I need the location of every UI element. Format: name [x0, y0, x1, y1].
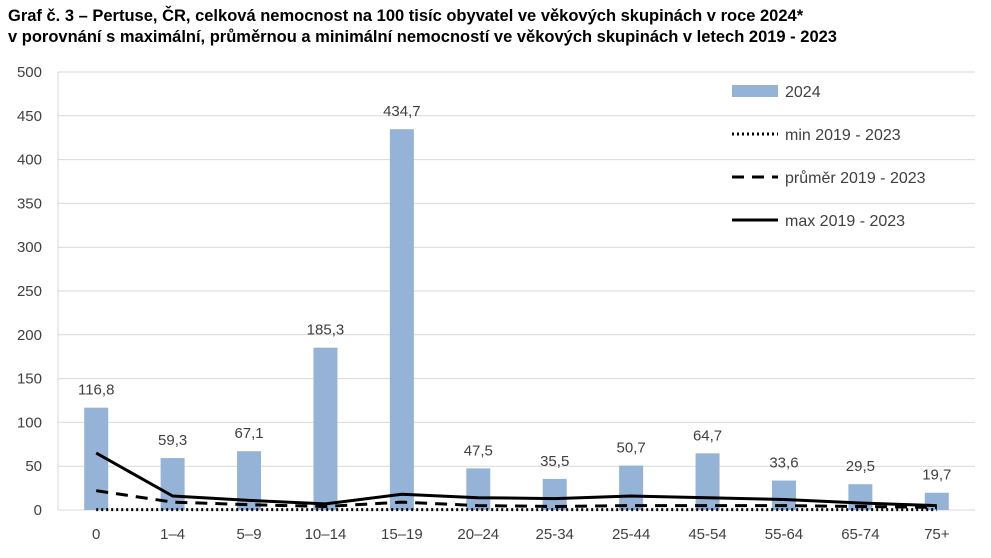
bars-2024	[84, 129, 949, 510]
bar	[313, 347, 338, 510]
x-tick-label: 0	[92, 526, 100, 543]
data-label: 19,7	[922, 467, 951, 484]
x-tick-label: 25-44	[612, 526, 650, 543]
chart-title-block: Graf č. 3 – Pertuse, ČR, celková nemocno…	[8, 6, 983, 48]
y-tick-label: 350	[17, 195, 42, 212]
bar	[619, 465, 644, 510]
data-label: 50,7	[617, 440, 646, 457]
x-tick-label: 5–9	[237, 526, 262, 543]
data-label: 185,3	[307, 322, 345, 339]
x-tick-label: 45-54	[688, 526, 726, 543]
data-label: 67,1	[234, 425, 263, 442]
series-lines	[95, 451, 937, 512]
y-tick-label: 0	[34, 502, 42, 519]
x-tick-label: 1–4	[160, 526, 185, 543]
data-label: 434,7	[383, 103, 421, 120]
series-line-solid	[95, 451, 937, 508]
legend-label: min 2019 - 2023	[785, 127, 901, 144]
data-label: 47,5	[464, 442, 493, 459]
y-tick-label: 150	[17, 371, 42, 388]
x-tick-label: 65-74	[841, 526, 879, 543]
y-tick-labels: 0 50 100 150 200 250 300 350 400 450 500	[17, 64, 42, 519]
x-tick-label: 20–24	[457, 526, 499, 543]
x-tick-label: 55-64	[765, 526, 803, 543]
data-labels: 116,8 59,3 67,1 185,3 434,7 47,5 35,5 50,7 64,7 3…	[78, 103, 951, 484]
legend-swatch-bar	[732, 85, 778, 97]
y-tick-label: 100	[17, 414, 42, 431]
bar	[542, 478, 567, 510]
data-label: 33,6	[769, 455, 798, 472]
bar	[389, 129, 414, 510]
legend-label: 2024	[785, 84, 821, 101]
x-tick-label: 15–19	[381, 526, 423, 543]
series-line-dashed	[95, 489, 937, 509]
x-tick-labels: 0 1–4 5–9 10–14 15–19 20–24 25-34 25-44 45-54 55-…	[92, 526, 950, 543]
x-tick-label: 25-34	[536, 526, 574, 543]
chart-title: Graf č. 3 – Pertuse, ČR, celková nemocno…	[8, 7, 804, 25]
legend-label: max 2019 - 2023	[785, 213, 905, 230]
y-tick-label: 400	[17, 152, 42, 169]
data-label: 35,5	[540, 453, 569, 470]
data-label: 59,3	[158, 432, 187, 449]
y-tick-label: 250	[17, 283, 42, 300]
x-tick-label: 75+	[924, 526, 950, 543]
data-label: 64,7	[693, 427, 722, 444]
chart-subtitle: v porovnání s maximální, průměrnou a min…	[8, 28, 837, 46]
y-tick-label: 500	[17, 64, 42, 81]
legend-label: průměr 2019 - 2023	[785, 169, 926, 187]
x-tick-label: 10–14	[305, 526, 347, 543]
data-label: 29,5	[846, 458, 875, 475]
y-tick-label: 450	[17, 108, 42, 125]
data-label: 116,8	[78, 382, 114, 399]
y-tick-label: 300	[17, 239, 42, 256]
bar	[695, 453, 720, 510]
legend: 2024 min 2019 - 2023 průměr 2019 - 2023 max…	[732, 84, 926, 230]
y-tick-label: 50	[25, 458, 42, 475]
y-tick-label: 200	[17, 327, 42, 344]
bar	[466, 468, 491, 510]
